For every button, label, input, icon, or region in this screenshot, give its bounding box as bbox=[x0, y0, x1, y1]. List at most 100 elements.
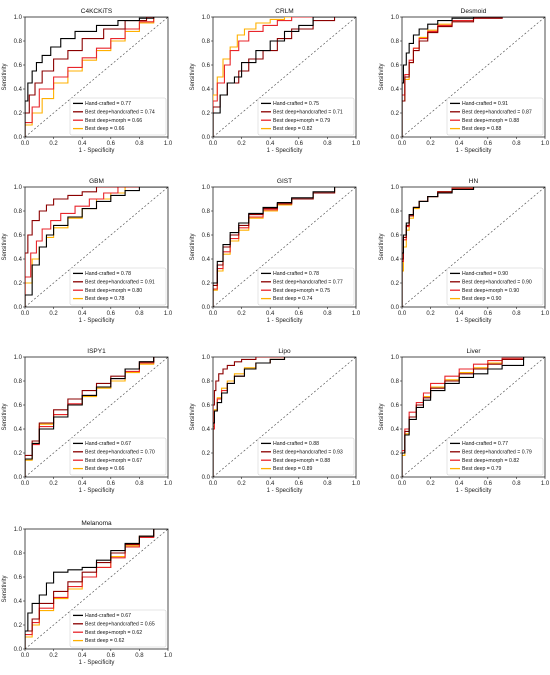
legend-entry: Hand-crafted = 0.75 bbox=[273, 101, 319, 107]
x-tick-label: 0.0 bbox=[21, 481, 30, 487]
panel-title: GIST bbox=[277, 178, 292, 185]
x-tick-label: 0.8 bbox=[512, 141, 521, 147]
legend: Hand-crafted = 0.67 Best deep+handcrafted… bbox=[69, 437, 167, 476]
y-axis-label: Sensitivity bbox=[190, 403, 196, 430]
x-tick-label: 0.8 bbox=[512, 311, 521, 317]
x-tick-label: 0.2 bbox=[49, 481, 58, 487]
x-tick-label: 0.2 bbox=[237, 311, 246, 317]
legend-entry: Best deep+handcrafted = 0.93 bbox=[273, 449, 343, 455]
legend-box bbox=[69, 609, 167, 648]
roc-panel-gist: GIST 0.0 0.2 0.4 0.6 0.8 1.0 0.0 0.2 0.4 0.6 0.8 1.0… bbox=[190, 178, 361, 324]
legend-entry: Hand-crafted = 0.78 bbox=[85, 271, 131, 277]
x-tick-label: 0.8 bbox=[323, 481, 332, 487]
y-tick-label: 1.0 bbox=[202, 185, 211, 191]
chance-diagonal bbox=[24, 186, 169, 308]
y-axis-label: Sensitivity bbox=[190, 233, 196, 260]
y-tick-label: 0.8 bbox=[14, 551, 23, 557]
y-tick-label: 0.4 bbox=[14, 257, 23, 263]
legend: Hand-crafted = 0.75 Best deep+handcrafted… bbox=[257, 97, 355, 136]
legend: Hand-crafted = 0.78 Best deep+handcrafted… bbox=[69, 267, 167, 306]
legend-entry: Best deep = 0.79 bbox=[462, 466, 501, 472]
y-tick-label: 0.4 bbox=[202, 87, 211, 93]
x-tick-label: 1.0 bbox=[352, 481, 361, 487]
y-tick-label: 0.6 bbox=[391, 63, 400, 69]
roc-panel-gbm: GBM 0.0 0.2 0.4 0.6 0.8 1.0 0.0 0.2 0.4 0.6 0.8 1.0 1… bbox=[2, 178, 173, 324]
legend-entry: Hand-crafted = 0.77 bbox=[85, 101, 131, 107]
chance-diagonal bbox=[24, 16, 169, 138]
legend-entry: Best deep = 0.78 bbox=[85, 296, 124, 302]
y-tick-label: 0.0 bbox=[202, 305, 211, 311]
legend-box bbox=[69, 267, 167, 306]
legend: Hand-crafted = 0.67 Best deep+handcrafted… bbox=[69, 609, 167, 648]
x-tick-label: 0.2 bbox=[49, 653, 58, 659]
legend-entry: Best deep+handcrafted = 0.87 bbox=[462, 109, 532, 115]
legend-entry: Best deep+morph = 0.79 bbox=[273, 118, 330, 124]
roc-panel-desmoid: Desmoid 0.0 0.2 0.4 0.6 0.8 1.0 0.0 0.2 0.4 0.6 0.8… bbox=[379, 8, 550, 154]
legend-box bbox=[257, 97, 355, 136]
x-tick-label: 0.4 bbox=[266, 311, 275, 317]
x-axis-label: 1 - Specificity bbox=[267, 488, 303, 494]
roc-panel-ispy1: ISPY1 0.0 0.2 0.4 0.6 0.8 1.0 0.0 0.2 0.4 0.6 0.8 1.… bbox=[2, 348, 173, 494]
x-tick-label: 0.8 bbox=[135, 141, 144, 147]
panel-title: Melanoma bbox=[81, 520, 112, 527]
x-tick-label: 0.4 bbox=[78, 481, 87, 487]
x-tick-label: 0.4 bbox=[78, 141, 87, 147]
legend: Hand-crafted = 0.78 Best deep+handcrafted… bbox=[257, 267, 355, 306]
x-tick-label: 0.6 bbox=[484, 311, 493, 317]
panel-title: Liver bbox=[466, 348, 481, 355]
x-axis-label: 1 - Specificity bbox=[456, 148, 492, 154]
x-tick-label: 0.2 bbox=[426, 311, 435, 317]
panel-title: CRLM bbox=[275, 8, 293, 15]
x-tick-label: 1.0 bbox=[352, 311, 361, 317]
legend-entry: Best deep+handcrafted = 0.91 bbox=[85, 279, 155, 285]
roc-curves bbox=[25, 357, 168, 477]
roc-curve-hand-crafted bbox=[25, 529, 168, 649]
legend-entry: Best deep = 0.89 bbox=[273, 466, 312, 472]
roc-curve-hand-crafted bbox=[402, 357, 545, 477]
roc-curves bbox=[402, 17, 545, 137]
x-axis-label: 1 - Specificity bbox=[79, 488, 115, 494]
roc-curves bbox=[25, 17, 168, 137]
legend-entry: Best deep = 0.62 bbox=[85, 638, 124, 644]
x-tick-label: 0.4 bbox=[455, 481, 464, 487]
x-tick-label: 0.0 bbox=[398, 141, 407, 147]
x-tick-label: 0.4 bbox=[78, 653, 87, 659]
chance-diagonal bbox=[401, 186, 546, 308]
y-tick-label: 0.6 bbox=[391, 233, 400, 239]
x-tick-label: 1.0 bbox=[352, 141, 361, 147]
x-tick-label: 0.0 bbox=[398, 481, 407, 487]
legend-entry: Best deep+morph = 0.88 bbox=[462, 118, 519, 124]
chance-diagonal bbox=[401, 356, 546, 478]
y-tick-label: 0.4 bbox=[202, 427, 211, 433]
legend-box bbox=[69, 437, 167, 476]
panel-title: C4KCKiTS bbox=[81, 8, 113, 15]
y-tick-label: 0.2 bbox=[391, 451, 400, 457]
x-tick-label: 0.4 bbox=[455, 311, 464, 317]
roc-panel-liver: Liver 0.0 0.2 0.4 0.6 0.8 1.0 0.0 0.2 0.4 0.6 0.8 1.… bbox=[379, 348, 550, 494]
legend: Hand-crafted = 0.91 Best deep+handcrafted… bbox=[446, 97, 544, 136]
panel-title: HN bbox=[469, 178, 479, 185]
x-tick-label: 0.6 bbox=[295, 481, 304, 487]
x-tick-label: 1.0 bbox=[164, 141, 173, 147]
y-axis-label: Sensitivity bbox=[2, 575, 8, 602]
y-tick-label: 0.2 bbox=[14, 111, 23, 117]
y-tick-label: 0.6 bbox=[391, 403, 400, 409]
roc-panel-melanoma: Melanoma 0.0 0.2 0.4 0.6 0.8 1.0 0.0 0.2 0.4 0.6 0.… bbox=[2, 520, 173, 666]
x-tick-label: 0.4 bbox=[266, 481, 275, 487]
x-tick-label: 0.6 bbox=[107, 311, 116, 317]
y-tick-label: 0.6 bbox=[202, 233, 211, 239]
legend-entry: Hand-crafted = 0.88 bbox=[273, 441, 319, 447]
y-tick-label: 0.8 bbox=[391, 39, 400, 45]
y-axis-label: Sensitivity bbox=[379, 403, 385, 430]
legend-box bbox=[446, 267, 544, 306]
legend-entry: Best deep = 0.88 bbox=[462, 126, 501, 132]
y-tick-label: 0.6 bbox=[202, 403, 211, 409]
x-axis-label: 1 - Specificity bbox=[79, 660, 115, 666]
y-tick-label: 0.0 bbox=[391, 475, 400, 481]
roc-curves bbox=[213, 357, 356, 477]
x-tick-label: 0.0 bbox=[209, 311, 218, 317]
roc-curve-hand-crafted bbox=[25, 17, 168, 137]
x-tick-label: 1.0 bbox=[164, 481, 173, 487]
roc-curves bbox=[213, 187, 356, 307]
y-axis-label: Sensitivity bbox=[379, 233, 385, 260]
